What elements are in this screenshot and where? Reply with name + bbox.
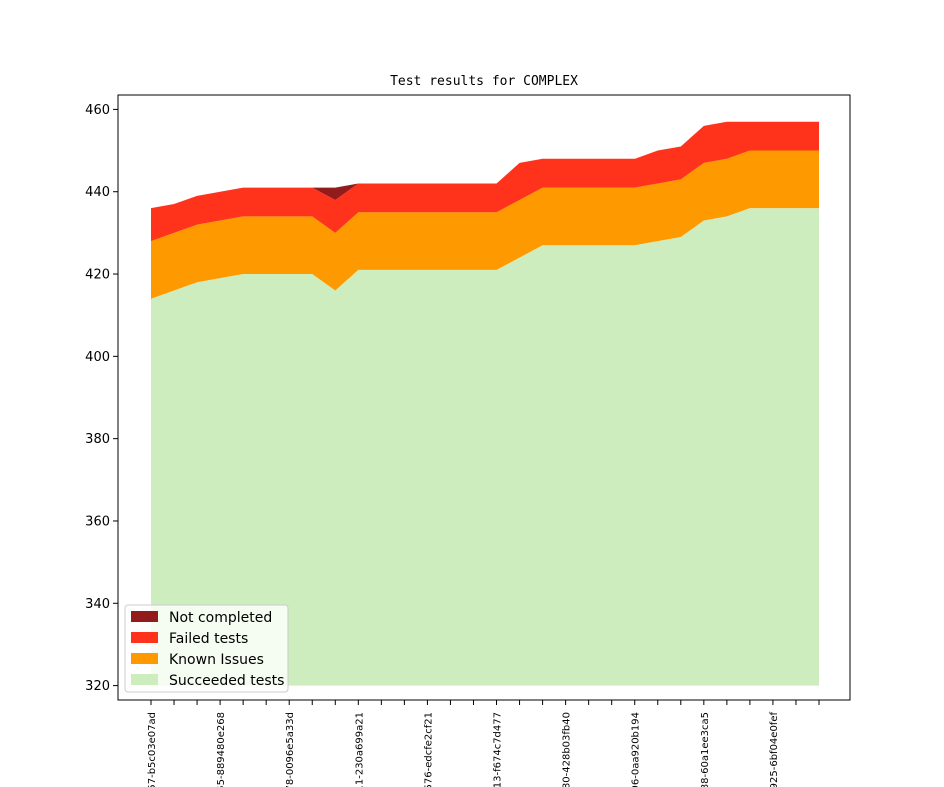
x-tick-label: 88-60a1ee3ca5 — [700, 712, 711, 787]
legend-swatch-known-issues — [131, 653, 158, 664]
y-tick-label: 360 — [85, 514, 110, 529]
x-tick-label: 55-889480e268 — [216, 712, 227, 787]
legend: Not completed Failed tests Known Issues Suc… — [124, 604, 289, 693]
legend-swatch-not-completed — [131, 611, 158, 622]
y-tick-label: 420 — [85, 268, 110, 283]
legend-label-failed-tests: Failed tests — [169, 631, 248, 647]
legend-swatch-succeeded-tests — [131, 674, 158, 685]
x-tick-label: 925-6bf04e0fef — [769, 712, 780, 787]
chart-title: Test results for COMPLEX — [390, 74, 578, 89]
x-tick-label: 78-0096e5a33d — [285, 712, 296, 787]
y-tick-label: 320 — [85, 679, 110, 694]
area-succeeded-tests — [151, 208, 819, 686]
legend-label-not-completed: Not completed — [169, 610, 272, 626]
legend-box — [124, 604, 289, 693]
x-tick-label: 96-0aa920b194 — [631, 712, 642, 787]
y-tick-label: 440 — [85, 185, 110, 200]
x-tick-label: 576-edcfe2cf21 — [423, 712, 434, 787]
axes: 320 340 360 380 400 420 440 460 57-b5c03e07ad 55-… — [85, 94, 851, 787]
x-tick-label: 80-428b03fb40 — [562, 712, 573, 787]
y-tick-label: 340 — [85, 597, 110, 612]
legend-label-known-issues: Known Issues — [169, 652, 264, 668]
area-failed-tests — [151, 121, 819, 242]
legend-label-succeeded-tests: Succeeded tests — [169, 673, 284, 689]
x-tick-label: 11-230a699a21 — [354, 712, 365, 787]
area-known-issues — [151, 150, 819, 299]
y-tick-label: 460 — [85, 103, 110, 118]
x-tick-label: 57-b5c03e07ad — [147, 712, 158, 787]
y-tick-label: 380 — [85, 432, 110, 447]
plot-frame — [117, 94, 851, 701]
legend-swatch-failed-tests — [131, 632, 158, 643]
x-tick-label: 13-f674c7d477 — [493, 712, 504, 787]
plot-area — [151, 121, 819, 686]
y-tick-label: 400 — [85, 350, 110, 365]
